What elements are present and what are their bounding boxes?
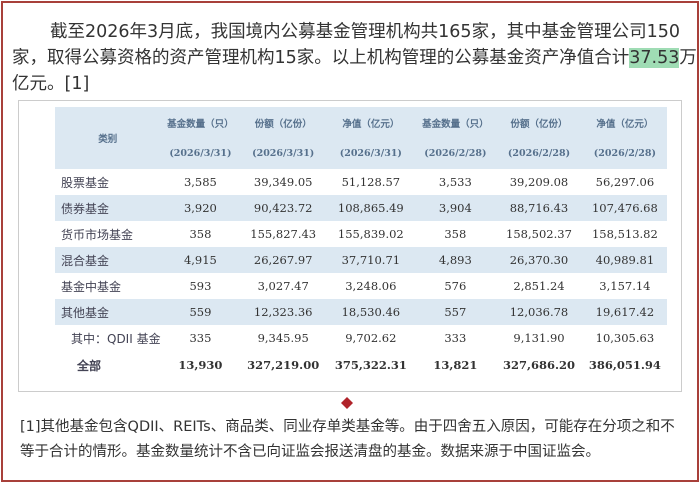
- table-box: [18, 100, 682, 392]
- cell: 375,322.31: [334, 358, 407, 372]
- cell: 3,920: [183, 201, 217, 215]
- cell: 88,716.43: [509, 201, 569, 215]
- row: 债券基金 3,920 90,423.72 108,865.49 3,904 88,716.…: [55, 195, 667, 221]
- header-cell: 份额（亿份）: [254, 118, 312, 130]
- cell: 3,585: [183, 175, 217, 189]
- footnote: [1]其他基金包含QDII、REITs、商品类、同业存单类基金等。由于四舍五入原…: [20, 419, 675, 460]
- header-cell: 份额（亿份）: [510, 118, 568, 130]
- cell: 9,345.95: [257, 331, 309, 345]
- cell: 40,989.81: [595, 253, 655, 267]
- cell: 13,821: [433, 358, 478, 372]
- cell: 12,323.36: [253, 305, 313, 319]
- row: 股票基金 3,585 39,349.05 51,128.57 3,533 39,209.0…: [55, 169, 667, 195]
- cell: 13,930: [178, 358, 223, 372]
- intro-text: 家，取得公募资格的资产管理机构15家。以上机构管理的公募基金资产净值合计: [12, 48, 630, 68]
- cell: 2,851.24: [513, 279, 565, 293]
- header-date: (2026/3/31): [252, 148, 315, 159]
- header-cell: 基金数量（只）: [422, 118, 489, 130]
- highlight: 37.53: [629, 48, 680, 68]
- cell: 9,131.90: [513, 331, 565, 345]
- row: 货币市场基金 358 155,827.43 155,839.02 358 158,502.…: [55, 221, 667, 247]
- cell: 333: [444, 331, 467, 345]
- header-date: (2026/3/31): [339, 148, 402, 159]
- cell: 593: [189, 279, 212, 293]
- row: 其他基金 559 12,323.36 18,530.46 557 12,036.78 19,…: [55, 299, 667, 325]
- row-label: 其他基金: [61, 305, 110, 320]
- header-date: (2026/2/28): [593, 148, 656, 159]
- intro-line: 亿元。[1]: [12, 74, 90, 94]
- intro-line: 截至2026年3月底，我国境内公募基金管理机构共165家，其中基金管理公司150: [50, 22, 680, 42]
- header-date: (2026/2/28): [507, 148, 571, 159]
- cell: 155,839.02: [337, 227, 404, 241]
- intro-line: 家，取得公募资格的资产管理机构15家。以上机构管理的公募基金资产净值合计37.5…: [12, 44, 697, 69]
- cell: 51,128.57: [341, 175, 401, 189]
- cell: 108,865.49: [337, 201, 404, 215]
- cell: 10,305.63: [595, 331, 655, 345]
- intro-text: 万: [679, 48, 697, 68]
- cell: 155,827.43: [250, 227, 317, 241]
- row-label: 债券基金: [61, 201, 110, 216]
- cell: 158,502.37: [506, 227, 572, 241]
- cell: 3,027.47: [257, 279, 309, 293]
- cell: 26,267.97: [253, 253, 313, 267]
- cell: 39,349.05: [253, 175, 313, 189]
- cell: 12,036.78: [509, 305, 569, 319]
- cell: 358: [189, 227, 212, 241]
- row-label: 全部: [77, 358, 102, 373]
- cell: 19,617.42: [595, 305, 655, 319]
- header-date: (2026/3/31): [169, 148, 232, 159]
- header-date: (2026/2/28): [424, 148, 487, 159]
- cell: 56,297.06: [595, 175, 655, 189]
- header-cell: 基金数量（只）: [167, 118, 234, 130]
- diamond: [341, 397, 353, 409]
- header-cell: 类别: [98, 134, 118, 145]
- cell: 18,530.46: [341, 305, 401, 319]
- cell: 4,893: [438, 253, 472, 267]
- cell: 335: [189, 331, 212, 345]
- cell: 90,423.72: [253, 201, 313, 215]
- cell: 327,686.20: [502, 358, 575, 372]
- cell: 37,710.71: [341, 253, 401, 267]
- cell: 26,370.30: [509, 253, 569, 267]
- header-cell: 净值（亿元）: [596, 118, 654, 130]
- cell: 39,209.08: [509, 175, 569, 189]
- cell: 3,533: [438, 175, 472, 189]
- cell: 559: [189, 305, 212, 319]
- cell: 9,702.62: [345, 331, 397, 345]
- row: 混合基金 4,915 26,267.97 37,710.71 4,893 26,370.3…: [55, 247, 667, 273]
- row-label: 其中：QDII 基金: [71, 331, 161, 346]
- cell: 3,904: [438, 201, 472, 215]
- cell: 327,219.00: [247, 358, 320, 372]
- cell: 557: [444, 305, 467, 319]
- cell: 107,476.68: [591, 201, 658, 215]
- header-cell: 净值（亿元）: [342, 118, 400, 130]
- cell: 4,915: [183, 253, 217, 267]
- cell: 3,248.06: [345, 279, 397, 293]
- row: 基金中基金 593 3,027.47 3,248.06 576 2,851.24 3,157…: [55, 273, 667, 299]
- cell: 358: [444, 227, 467, 241]
- cell: 386,051.94: [588, 358, 661, 372]
- cell: 158,513.82: [591, 227, 658, 241]
- cell: 3,157.14: [599, 279, 651, 293]
- cell: 576: [444, 279, 467, 293]
- row-label: 混合基金: [61, 253, 110, 268]
- row-label: 货币市场基金: [61, 227, 134, 242]
- row-label: 股票基金: [61, 175, 110, 190]
- table: 类别 基金数量（只） 份额（亿份） 净值（亿元） 基金数量（只） 份额（亿份） 净值（亿元）…: [55, 107, 667, 379]
- row-label: 基金中基金: [61, 279, 122, 294]
- header-row: 类别 基金数量（只） 份额（亿份） 净值（亿元） 基金数量（只） 份额（亿份） 净值（亿元）: [55, 107, 667, 145]
- row: 全部 13,930 327,219.00 375,322.31 13,821 327,68…: [55, 351, 667, 379]
- row: 其中：QDII 基金 335 9,345.95 9,702.62 333 9,131.90…: [55, 325, 667, 351]
